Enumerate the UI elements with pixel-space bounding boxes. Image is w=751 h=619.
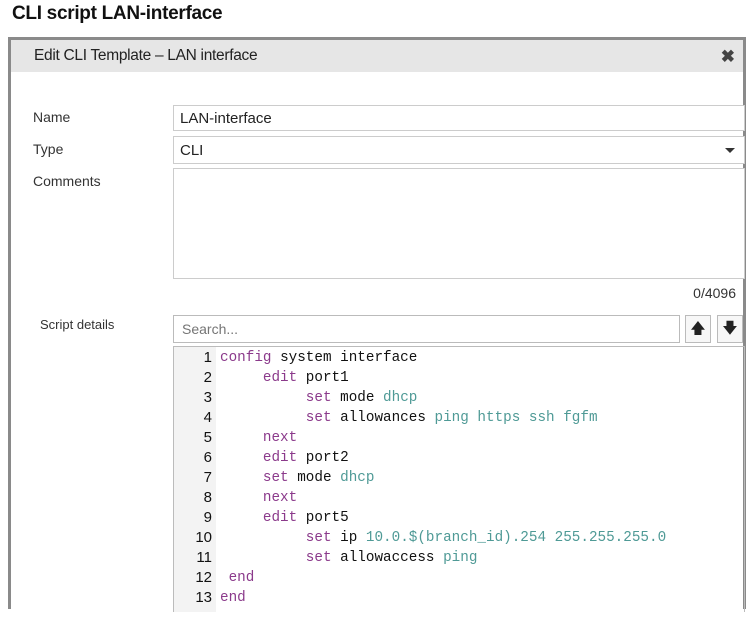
code-text: set ip 10.0.$(branch_id).254 255.255.255… bbox=[220, 528, 666, 548]
code-line: 5 next bbox=[174, 428, 744, 448]
code-text: config system interface bbox=[220, 348, 417, 368]
code-keyword: set bbox=[220, 530, 332, 546]
line-number: 12 bbox=[195, 569, 212, 586]
line-number: 4 bbox=[203, 409, 212, 426]
name-label: Name bbox=[33, 109, 71, 125]
arrow-down-icon: 🡇 bbox=[722, 320, 738, 337]
code-token: port2 bbox=[297, 450, 349, 466]
code-line: 1 config system interface bbox=[174, 348, 744, 368]
code-keyword: set bbox=[220, 390, 332, 406]
code-line: 3 set mode dhcp bbox=[174, 388, 744, 408]
code-token: system interface bbox=[271, 350, 418, 366]
code-line: 6 edit port2 bbox=[174, 448, 744, 468]
code-keyword: edit bbox=[220, 510, 298, 526]
comments-textarea[interactable] bbox=[173, 168, 745, 279]
code-keyword: next bbox=[220, 430, 298, 446]
code-value: ping bbox=[443, 550, 478, 566]
code-line: 9 edit port5 bbox=[174, 508, 744, 528]
code-line: 10 set ip 10.0.$(branch_id).254 255.255.… bbox=[174, 528, 744, 548]
code-keyword: config bbox=[220, 350, 272, 366]
code-line: 12 end bbox=[174, 568, 744, 588]
code-line: 4 set allowances ping https ssh fgfm bbox=[174, 408, 744, 428]
code-line: 8 next bbox=[174, 488, 744, 508]
line-number: 7 bbox=[203, 469, 212, 486]
code-keyword: edit bbox=[220, 450, 298, 466]
line-number: 2 bbox=[203, 369, 212, 386]
code-text: edit port1 bbox=[220, 368, 349, 388]
edit-cli-template-dialog: Edit CLI Template – LAN interface ✖ Name… bbox=[8, 37, 746, 612]
code-keyword: edit bbox=[220, 370, 298, 386]
code-line: 13 end bbox=[174, 588, 744, 608]
code-text: end bbox=[220, 588, 246, 608]
code-token: port1 bbox=[297, 370, 349, 386]
search-next-button[interactable]: 🡇 bbox=[717, 315, 743, 343]
code-text: next bbox=[220, 428, 297, 448]
type-label: Type bbox=[33, 141, 64, 157]
type-value: CLI bbox=[180, 141, 204, 159]
code-token: mode bbox=[288, 470, 341, 486]
code-value: ping https ssh fgfm bbox=[434, 410, 598, 426]
code-token: ip bbox=[331, 530, 366, 546]
code-text: next bbox=[220, 488, 297, 508]
line-number: 10 bbox=[195, 529, 212, 546]
comments-label: Comments bbox=[33, 173, 101, 189]
line-number: 3 bbox=[203, 389, 212, 406]
code-token: port5 bbox=[297, 510, 349, 526]
line-number: 6 bbox=[203, 449, 212, 466]
chevron-down-icon bbox=[725, 148, 735, 153]
page-title: CLI script LAN-interface bbox=[12, 3, 223, 24]
code-value: 10.0.$(branch_id).254 255.255.255.0 bbox=[365, 530, 667, 546]
dialog-body: Name LAN-interface Type CLI Comments 0/4… bbox=[19, 72, 745, 612]
search-prev-button[interactable]: 🡅 bbox=[685, 315, 711, 343]
code-token: mode bbox=[331, 390, 384, 406]
code-text: set allowaccess ping bbox=[220, 548, 478, 568]
code-token: allowaccess bbox=[331, 550, 444, 566]
code-value: dhcp bbox=[340, 470, 375, 486]
line-number: 11 bbox=[196, 549, 212, 566]
code-text: set mode dhcp bbox=[220, 388, 418, 408]
close-icon[interactable]: ✖ bbox=[720, 47, 735, 66]
code-value: dhcp bbox=[383, 390, 418, 406]
code-text: set allowances ping https ssh fgfm bbox=[220, 408, 598, 428]
line-number: 9 bbox=[203, 509, 212, 526]
code-keyword: end bbox=[220, 570, 255, 586]
type-select[interactable]: CLI bbox=[173, 136, 745, 164]
code-line: 11 set allowaccess ping bbox=[174, 548, 744, 568]
name-input[interactable]: LAN-interface bbox=[173, 105, 745, 131]
code-line: 7 set mode dhcp bbox=[174, 468, 744, 488]
line-number: 5 bbox=[203, 429, 212, 446]
code-text: set mode dhcp bbox=[220, 468, 375, 488]
code-keyword: next bbox=[220, 490, 298, 506]
script-search-input[interactable] bbox=[173, 315, 680, 343]
line-number: 8 bbox=[203, 489, 212, 506]
script-editor[interactable]: 1 config system interface 2 edit port1 3 se… bbox=[173, 346, 745, 612]
script-details-label: Script details bbox=[40, 317, 115, 332]
comments-counter: 0/4096 bbox=[693, 285, 736, 301]
code-text: edit port2 bbox=[220, 448, 349, 468]
code-text: edit port5 bbox=[220, 508, 349, 528]
dialog-header: Edit CLI Template – LAN interface ✖ bbox=[11, 40, 743, 72]
code-line: 2 edit port1 bbox=[174, 368, 744, 388]
code-text: end bbox=[220, 568, 255, 588]
code-keyword: set bbox=[220, 470, 289, 486]
line-number: 13 bbox=[195, 589, 212, 606]
arrow-up-icon: 🡅 bbox=[690, 320, 706, 337]
code-keyword: set bbox=[220, 410, 332, 426]
line-number: 1 bbox=[203, 349, 212, 366]
code-token: allowances bbox=[331, 410, 435, 426]
dialog-title: Edit CLI Template – LAN interface bbox=[34, 47, 258, 64]
code-keyword: end bbox=[220, 590, 246, 606]
line-number-gutter bbox=[174, 347, 216, 612]
code-keyword: set bbox=[220, 550, 332, 566]
